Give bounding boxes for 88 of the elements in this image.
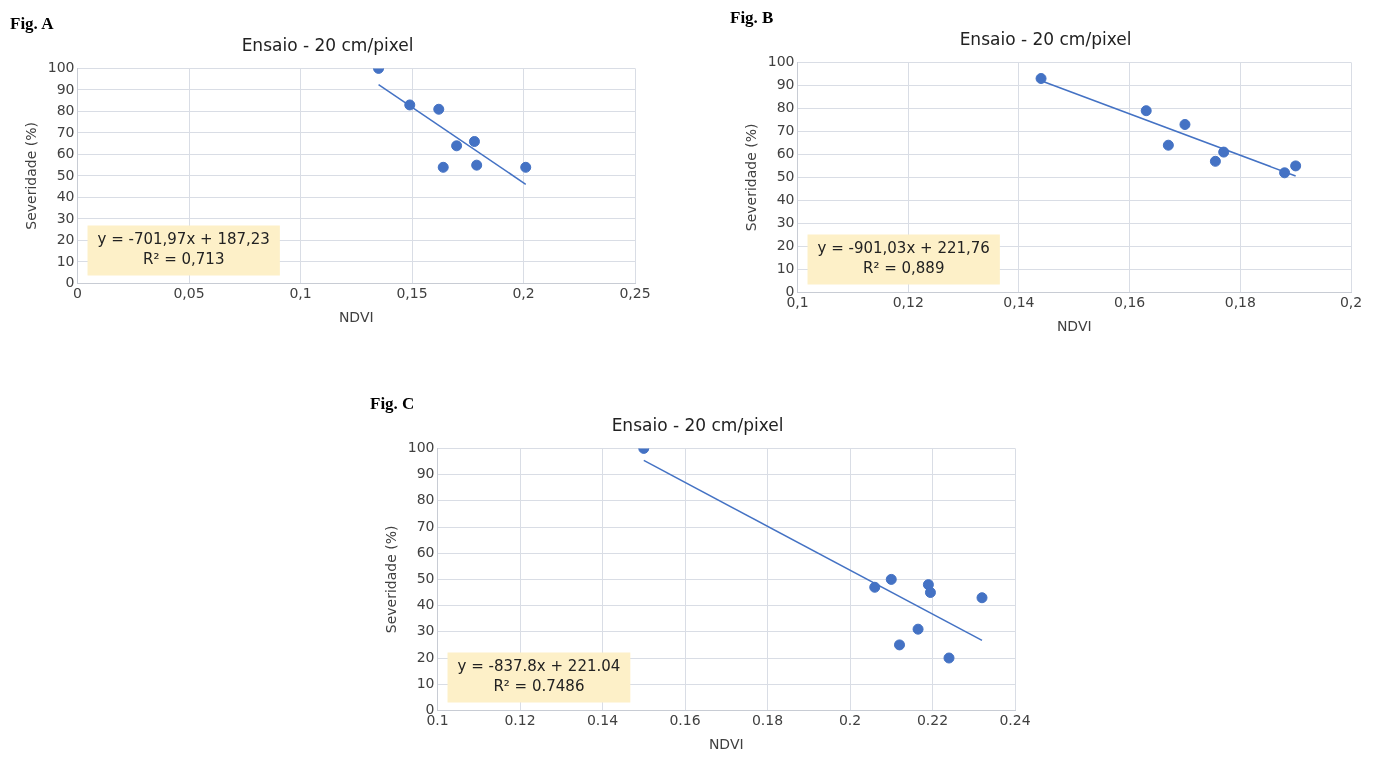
- y-tick-label: 20: [56, 231, 75, 248]
- annotation: R² = 0.7486: [493, 677, 585, 696]
- point: [885, 573, 897, 585]
- x-axis-title: NDVI: [1056, 318, 1092, 335]
- y-tick-label: 20: [416, 648, 435, 665]
- point: [1218, 146, 1230, 158]
- y-tick-label: 40: [416, 596, 435, 613]
- y-tick-label: 30: [776, 214, 795, 231]
- point: [1035, 73, 1047, 84]
- x-tick-label: 0,14: [1003, 294, 1035, 311]
- point: [1179, 119, 1191, 130]
- y-tick-label: 90: [416, 465, 435, 482]
- annotation: y = -701,97x + 187,23: [97, 230, 270, 249]
- annotation: R² = 0,713: [142, 250, 225, 269]
- y-tick-label: 0: [65, 274, 75, 291]
- y-tick-label: 20: [776, 237, 795, 254]
- y-tick-label: 90: [776, 76, 795, 93]
- point: [912, 623, 924, 635]
- y-axis-title: Severidade (%): [743, 123, 760, 232]
- y-tick-label: 40: [56, 188, 75, 205]
- point: [1279, 167, 1291, 179]
- x-tick-label: 0,18: [1224, 294, 1256, 311]
- x-axis-title: NDVI: [338, 309, 374, 326]
- point: [433, 103, 445, 115]
- x-axis-title: NDVI: [708, 736, 744, 753]
- text: Fig. A: [10, 14, 54, 34]
- y-tick-label: 80: [776, 99, 795, 116]
- y-tick-label: 100: [407, 439, 435, 456]
- point: [869, 581, 881, 593]
- y-tick-label: 30: [56, 209, 75, 226]
- point: [1140, 105, 1152, 117]
- point: [943, 652, 955, 664]
- annotation: y = -837.8x + 221.04: [457, 657, 621, 676]
- y-tick-label: 10: [56, 252, 75, 269]
- x-tick-label: 0,1: [289, 285, 312, 302]
- x-tick-label: 0,2: [1339, 294, 1363, 311]
- x-tick-label: 0.2: [838, 712, 862, 729]
- x-tick-label: 0.24: [999, 712, 1031, 729]
- annotation: R² = 0,889: [862, 259, 945, 278]
- point: [437, 161, 449, 173]
- x-tick-label: 0,12: [892, 294, 924, 311]
- point: [471, 159, 483, 171]
- y-tick-label: 10: [416, 674, 435, 691]
- y-tick-label: 70: [416, 517, 435, 534]
- x-tick-label: 0.16: [669, 712, 701, 729]
- point: [894, 639, 905, 651]
- text: Fig. C: [370, 394, 415, 414]
- point: [451, 140, 463, 152]
- y-tick-label: 30: [416, 622, 435, 639]
- y-tick-label: 80: [56, 102, 75, 119]
- x-tick-label: 0.22: [916, 712, 949, 729]
- chart-title: Ensaio - 20 cm/pixel: [241, 34, 414, 55]
- point: [976, 592, 988, 604]
- x-tick-label: 0.14: [586, 712, 619, 729]
- x-tick-label: 0,05: [173, 285, 205, 302]
- x-tick-label: 0,15: [396, 285, 428, 302]
- y-tick-label: 50: [56, 166, 75, 183]
- y-tick-label: 100: [767, 53, 795, 70]
- y-tick-label: 70: [776, 122, 795, 139]
- point: [924, 587, 936, 598]
- chart-title: Ensaio - 20 cm/pixel: [959, 28, 1132, 49]
- y-tick-label: 80: [416, 491, 435, 508]
- point: [1290, 160, 1302, 172]
- y-tick-label: 60: [416, 543, 435, 560]
- x-tick-label: 0,16: [1114, 294, 1146, 311]
- y-axis-title: Severidade (%): [23, 122, 40, 230]
- point: [468, 136, 480, 147]
- x-tick-label: 0,2: [512, 285, 535, 302]
- y-tick-label: 40: [776, 191, 795, 208]
- y-tick-label: 10: [776, 260, 795, 277]
- annotation: y = -901,03x + 221,76: [817, 239, 990, 258]
- y-tick-label: 70: [56, 123, 75, 140]
- y-tick-label: 50: [776, 168, 795, 185]
- point: [520, 161, 532, 173]
- chart-title: Ensaio - 20 cm/pixel: [611, 414, 784, 435]
- y-tick-label: 60: [56, 145, 75, 162]
- y-tick-label: 100: [47, 59, 75, 76]
- y-tick-label: 50: [416, 570, 435, 587]
- x-tick-label: 0.12: [504, 712, 536, 729]
- y-tick-label: 60: [776, 145, 795, 162]
- text: Fig. B: [730, 8, 774, 28]
- y-tick-label: 90: [56, 80, 75, 97]
- point: [1162, 139, 1174, 151]
- y-axis-title: Severidade (%): [383, 525, 400, 634]
- x-tick-label: 0.18: [751, 712, 784, 729]
- x-tick-label: 0,25: [619, 285, 651, 302]
- point: [1209, 155, 1221, 167]
- point: [404, 99, 416, 111]
